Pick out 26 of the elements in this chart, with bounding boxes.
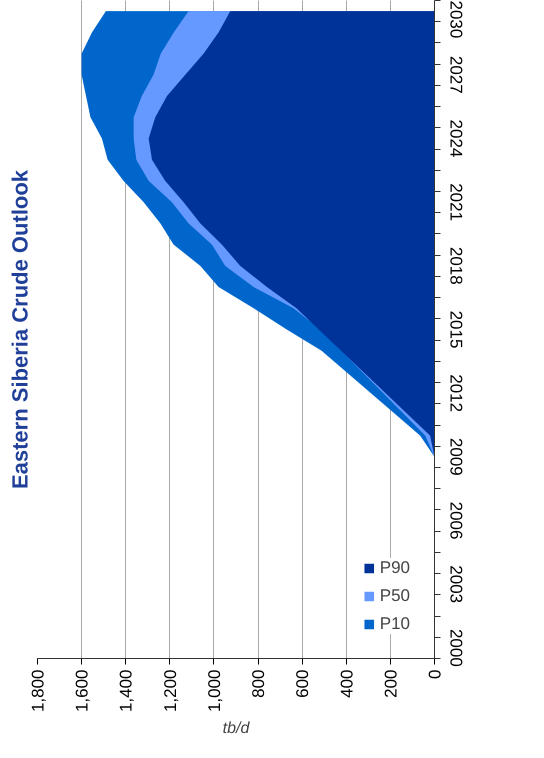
- legend-label: P90: [380, 558, 410, 578]
- x-tick-label: 1,400: [116, 669, 136, 712]
- y-tick-label: 2006: [446, 502, 466, 540]
- x-tick-label: 1,800: [28, 669, 48, 712]
- y-tick-label: 2021: [446, 183, 466, 222]
- y-tick-label: 2009: [446, 438, 466, 476]
- x-tick-label: 200: [381, 669, 400, 698]
- x-tick-label: 1,600: [72, 669, 92, 712]
- y-tick-label: 2012: [446, 374, 466, 412]
- x-tick-label: 400: [337, 669, 356, 698]
- y-tick-label: 2000: [446, 628, 466, 667]
- x-tick-label: 1,200: [160, 669, 180, 712]
- x-tick-label: 0: [426, 669, 444, 679]
- x-tick-label: 800: [249, 669, 268, 698]
- y-tick-label: 2024: [446, 120, 466, 158]
- y-tick-label: 2015: [446, 310, 466, 348]
- y-tick-label: 2030: [446, 0, 466, 38]
- legend-label: P10: [380, 614, 410, 634]
- y-tick-label: 2003: [446, 565, 466, 604]
- y-tick-label: 2018: [446, 246, 466, 285]
- y-tick-label: 2027: [446, 56, 466, 94]
- text: Eastern Siberia Crude Outlook: [8, 169, 32, 490]
- legend-label: P50: [380, 586, 410, 606]
- x-tick-label: 600: [293, 669, 312, 698]
- x-tick-label: 1,000: [204, 669, 224, 712]
- x-axis-title: tb/d: [222, 720, 250, 738]
